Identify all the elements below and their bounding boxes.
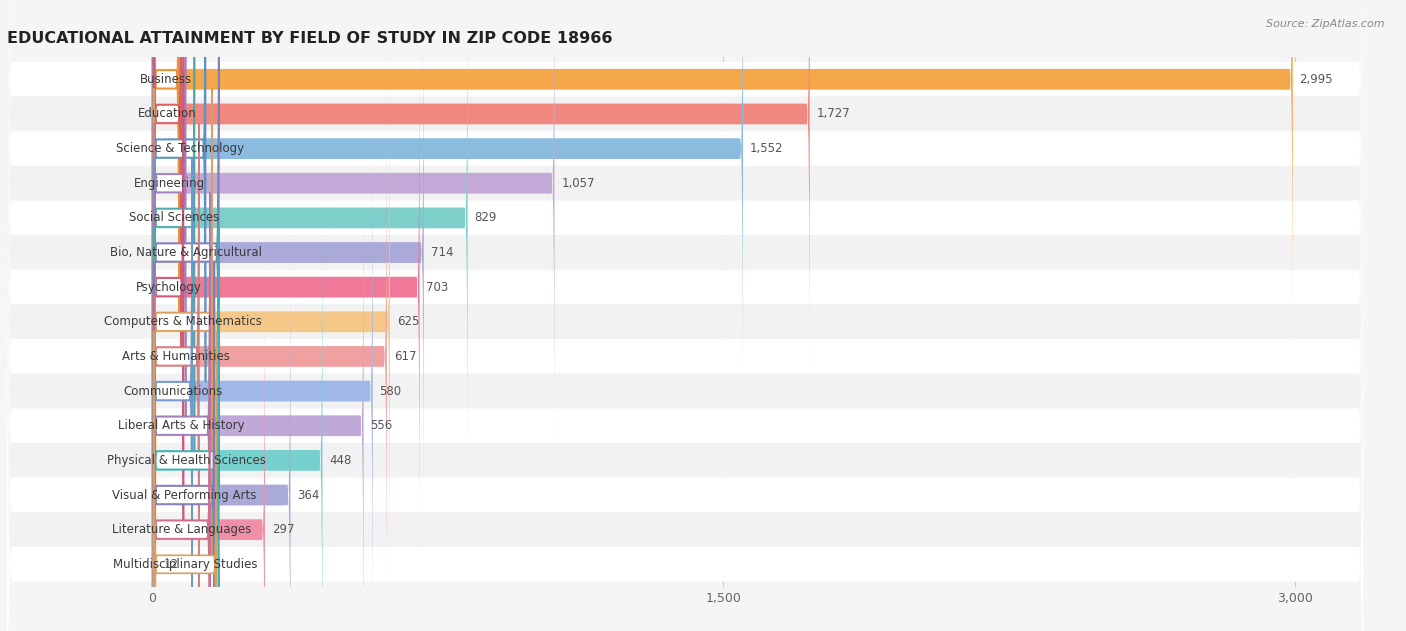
Text: Education: Education bbox=[138, 107, 197, 121]
FancyBboxPatch shape bbox=[152, 0, 810, 380]
FancyBboxPatch shape bbox=[152, 194, 322, 631]
Text: 297: 297 bbox=[271, 523, 294, 536]
FancyBboxPatch shape bbox=[7, 0, 1364, 512]
FancyBboxPatch shape bbox=[7, 0, 1364, 631]
Text: Engineering: Engineering bbox=[134, 177, 205, 190]
FancyBboxPatch shape bbox=[7, 62, 1364, 631]
Text: 1,057: 1,057 bbox=[561, 177, 595, 190]
FancyBboxPatch shape bbox=[7, 0, 1364, 631]
FancyBboxPatch shape bbox=[152, 263, 264, 631]
FancyBboxPatch shape bbox=[7, 0, 1364, 631]
Text: Arts & Humanities: Arts & Humanities bbox=[122, 350, 231, 363]
Text: Literature & Languages: Literature & Languages bbox=[112, 523, 252, 536]
Text: Social Sciences: Social Sciences bbox=[129, 211, 219, 225]
FancyBboxPatch shape bbox=[153, 19, 219, 486]
FancyBboxPatch shape bbox=[7, 131, 1364, 631]
FancyBboxPatch shape bbox=[7, 0, 1364, 616]
FancyBboxPatch shape bbox=[152, 228, 291, 631]
FancyBboxPatch shape bbox=[7, 0, 1364, 547]
FancyBboxPatch shape bbox=[7, 97, 1364, 631]
Text: 829: 829 bbox=[474, 211, 496, 225]
Text: 12: 12 bbox=[163, 558, 179, 571]
Text: 1,727: 1,727 bbox=[817, 107, 851, 121]
Text: 364: 364 bbox=[297, 488, 319, 502]
Text: Business: Business bbox=[141, 73, 193, 86]
Text: Communications: Communications bbox=[124, 385, 222, 398]
Text: EDUCATIONAL ATTAINMENT BY FIELD OF STUDY IN ZIP CODE 18966: EDUCATIONAL ATTAINMENT BY FIELD OF STUDY… bbox=[7, 31, 613, 46]
FancyBboxPatch shape bbox=[153, 0, 186, 416]
Text: 556: 556 bbox=[370, 419, 392, 432]
FancyBboxPatch shape bbox=[152, 0, 468, 485]
FancyBboxPatch shape bbox=[153, 227, 219, 631]
FancyBboxPatch shape bbox=[7, 166, 1364, 631]
FancyBboxPatch shape bbox=[7, 0, 1364, 478]
Text: Visual & Performing Arts: Visual & Performing Arts bbox=[112, 488, 256, 502]
Text: Bio, Nature & Agricultural: Bio, Nature & Agricultural bbox=[110, 246, 263, 259]
FancyBboxPatch shape bbox=[152, 0, 1292, 346]
Text: 703: 703 bbox=[426, 281, 449, 293]
FancyBboxPatch shape bbox=[153, 54, 183, 521]
FancyBboxPatch shape bbox=[153, 158, 193, 625]
FancyBboxPatch shape bbox=[152, 298, 156, 631]
Text: Physical & Health Sciences: Physical & Health Sciences bbox=[107, 454, 266, 467]
FancyBboxPatch shape bbox=[7, 0, 1364, 631]
FancyBboxPatch shape bbox=[152, 124, 373, 631]
FancyBboxPatch shape bbox=[152, 159, 364, 631]
FancyBboxPatch shape bbox=[153, 0, 194, 451]
FancyBboxPatch shape bbox=[153, 123, 198, 590]
Text: Liberal Arts & History: Liberal Arts & History bbox=[118, 419, 245, 432]
FancyBboxPatch shape bbox=[153, 0, 181, 348]
FancyBboxPatch shape bbox=[153, 331, 217, 631]
FancyBboxPatch shape bbox=[152, 0, 742, 415]
Text: 580: 580 bbox=[380, 385, 402, 398]
Text: 714: 714 bbox=[430, 246, 453, 259]
FancyBboxPatch shape bbox=[152, 0, 423, 519]
FancyBboxPatch shape bbox=[153, 88, 212, 555]
FancyBboxPatch shape bbox=[152, 90, 387, 623]
FancyBboxPatch shape bbox=[153, 192, 209, 631]
FancyBboxPatch shape bbox=[153, 261, 214, 631]
FancyBboxPatch shape bbox=[153, 0, 179, 313]
FancyBboxPatch shape bbox=[152, 20, 419, 554]
FancyBboxPatch shape bbox=[153, 296, 209, 631]
Text: 617: 617 bbox=[394, 350, 416, 363]
FancyBboxPatch shape bbox=[7, 0, 1364, 631]
Text: Psychology: Psychology bbox=[135, 281, 201, 293]
FancyBboxPatch shape bbox=[7, 27, 1364, 631]
Text: Science & Technology: Science & Technology bbox=[115, 142, 243, 155]
Text: Computers & Mathematics: Computers & Mathematics bbox=[104, 316, 262, 328]
Text: 1,552: 1,552 bbox=[749, 142, 783, 155]
FancyBboxPatch shape bbox=[152, 0, 554, 450]
FancyBboxPatch shape bbox=[152, 55, 389, 589]
Text: 2,995: 2,995 bbox=[1299, 73, 1333, 86]
Text: 625: 625 bbox=[396, 316, 419, 328]
FancyBboxPatch shape bbox=[153, 0, 205, 382]
Text: Multidisciplinary Studies: Multidisciplinary Studies bbox=[112, 558, 257, 571]
FancyBboxPatch shape bbox=[7, 0, 1364, 582]
Text: Source: ZipAtlas.com: Source: ZipAtlas.com bbox=[1267, 19, 1385, 29]
Text: 448: 448 bbox=[329, 454, 352, 467]
